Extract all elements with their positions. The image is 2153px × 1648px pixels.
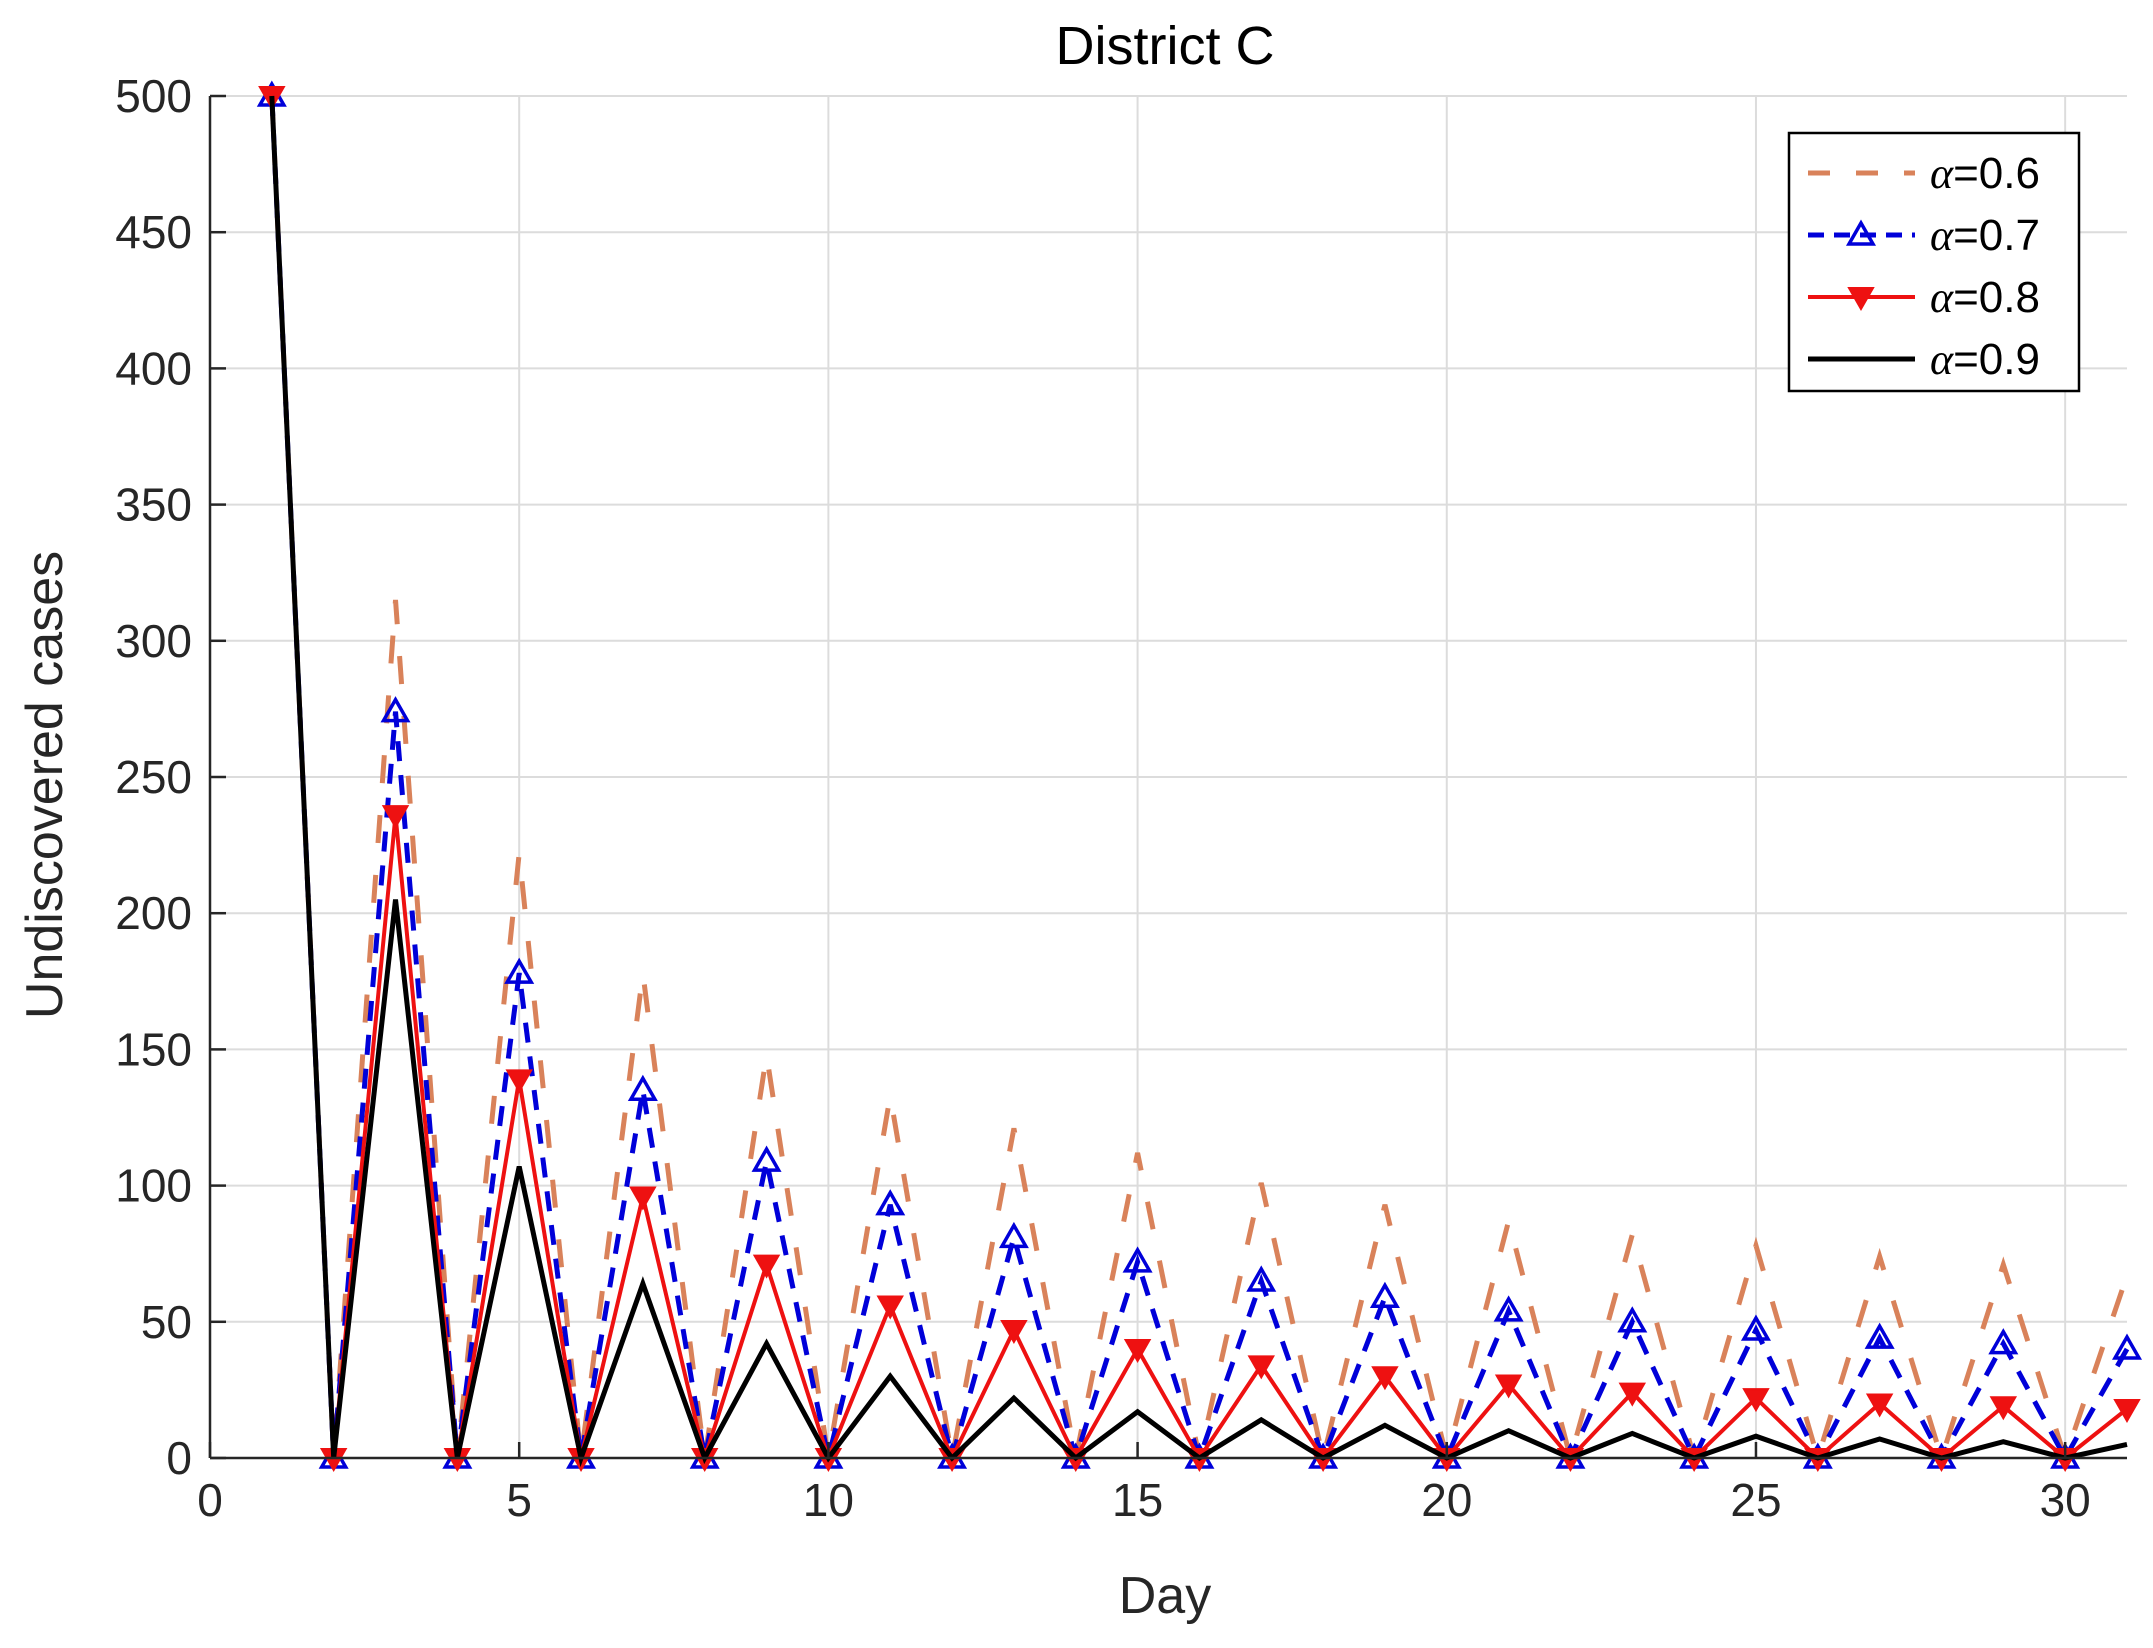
legend-alpha-value: =0.7 [1953, 211, 2040, 260]
legend-marker [1845, 219, 1877, 246]
legend-alpha-value: =0.6 [1953, 149, 2040, 198]
legend-alpha-value: =0.9 [1953, 335, 2040, 384]
data-point [1494, 1374, 1523, 1399]
y-tick-label: 500 [115, 70, 192, 122]
data-point [751, 1145, 782, 1172]
data-point [505, 1069, 533, 1094]
y-tick-label: 50 [141, 1296, 192, 1348]
data-point [2113, 1398, 2141, 1423]
legend-alpha-symbol: α [1930, 211, 1954, 260]
legend-entry-1: α=0.6 [1808, 149, 2040, 198]
ticks: 0 5 10 15 20 25 300501001502002503003504004505… [115, 70, 2090, 1526]
y-tick-label: 400 [115, 342, 192, 394]
data-point [1369, 1281, 1400, 1309]
legend-label: α=0.8 [1930, 273, 2040, 322]
x-tick-label: 15 [1112, 1474, 1163, 1526]
legend-box [1787, 131, 2081, 393]
data-point [380, 696, 411, 723]
data-point [1000, 1319, 1028, 1344]
data-point [875, 1189, 906, 1216]
legend: α=0.6α=0.7α=0.8α=0.9 [1787, 131, 2081, 393]
data-point [1247, 1355, 1275, 1380]
y-axis-label: Undiscovered cases [16, 551, 74, 1019]
data-point [1618, 1382, 1647, 1407]
data-point [1989, 1396, 2018, 1421]
legend-marker [1847, 287, 1875, 312]
y-tick-label: 350 [115, 479, 192, 531]
data-point [1371, 1366, 1399, 1391]
data-point [752, 1254, 781, 1279]
x-axis-label: Day [1119, 1567, 1211, 1625]
legend-label: α=0.6 [1930, 149, 2040, 198]
x-tick-label: 25 [1730, 1474, 1781, 1526]
y-tick-label: 200 [115, 887, 192, 939]
data-point [1988, 1328, 2019, 1355]
y-tick-label: 300 [115, 615, 192, 667]
data-point [1246, 1265, 1277, 1292]
x-tick-label: 30 [2040, 1474, 2091, 1526]
data-point [627, 1074, 658, 1102]
y-tick-label: 450 [115, 206, 192, 258]
data-point [1493, 1295, 1524, 1322]
x-tick-label: 10 [803, 1474, 854, 1526]
data-point [876, 1295, 904, 1320]
data-point [1123, 1339, 1152, 1364]
data-point [998, 1221, 1029, 1249]
legend-alpha-value: =0.8 [1953, 273, 2040, 322]
data-point [1617, 1306, 1648, 1333]
data-point [381, 805, 410, 830]
x-tick-label: 20 [1421, 1474, 1472, 1526]
data-point [1742, 1388, 1770, 1413]
legend-entry-4: α=0.9 [1808, 335, 2040, 384]
data-point [1864, 1322, 1895, 1349]
data-point [629, 1186, 657, 1211]
legend-entry-2: α=0.7 [1808, 211, 2040, 260]
legend-label: α=0.7 [1930, 211, 2040, 260]
legend-alpha-symbol: α [1930, 149, 1954, 198]
y-tick-label: 250 [115, 751, 192, 803]
chart-title: District C [1056, 16, 1275, 76]
data-point [1122, 1246, 1153, 1273]
legend-alpha-symbol: α [1930, 273, 1954, 322]
data-point [1865, 1393, 1894, 1418]
x-tick-label: 5 [506, 1474, 532, 1526]
y-tick-label: 100 [115, 1160, 192, 1212]
y-tick-label: 0 [166, 1432, 192, 1484]
x-tick-label: 0 [197, 1474, 223, 1526]
data-point [2111, 1333, 2143, 1360]
legend-label: α=0.9 [1930, 335, 2040, 384]
legend-entry-3: α=0.8 [1808, 273, 2040, 322]
data-point [504, 957, 535, 984]
y-tick-label: 150 [115, 1023, 192, 1075]
legend-alpha-symbol: α [1930, 335, 1954, 384]
data-point [1740, 1314, 1771, 1341]
